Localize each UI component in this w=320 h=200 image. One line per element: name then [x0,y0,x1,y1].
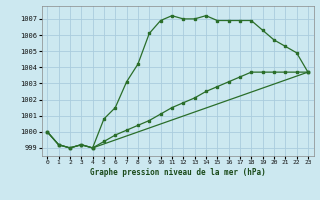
X-axis label: Graphe pression niveau de la mer (hPa): Graphe pression niveau de la mer (hPa) [90,168,266,177]
